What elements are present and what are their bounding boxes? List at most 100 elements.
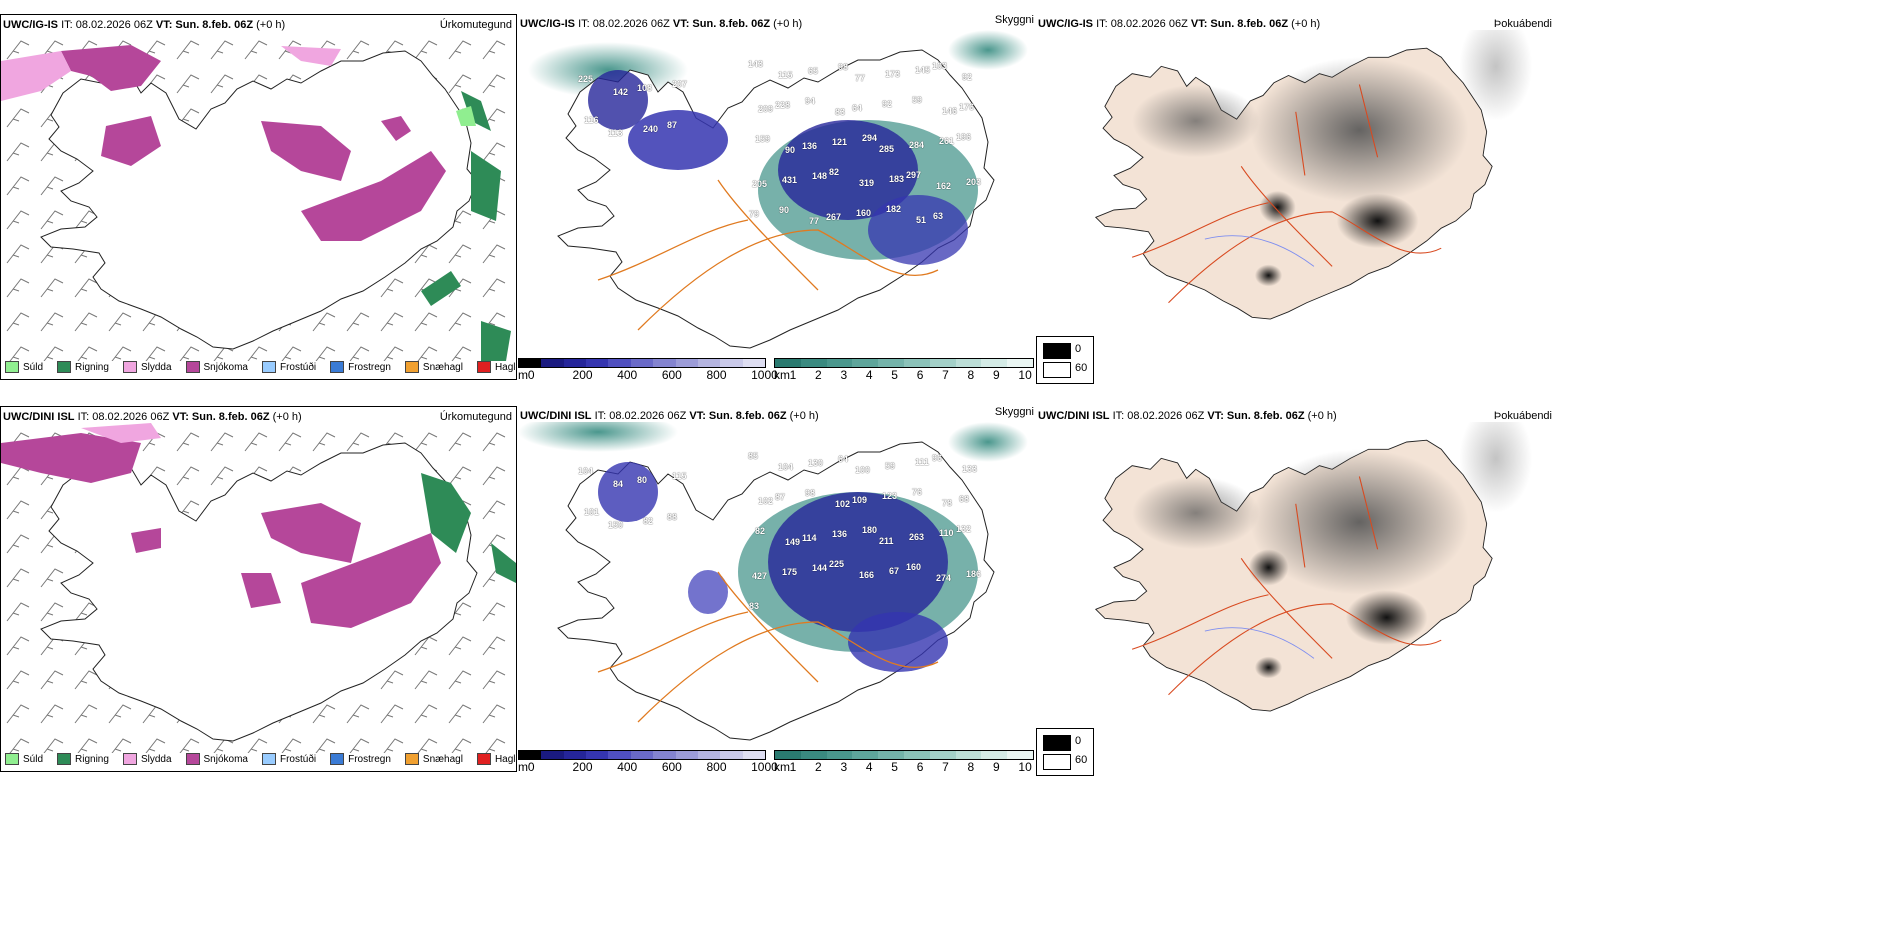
ceiling-label: 148 bbox=[812, 171, 828, 181]
ceiling-label: 121 bbox=[832, 137, 848, 147]
precip-type-map bbox=[1, 423, 516, 753]
ceiling-label: 116 bbox=[584, 115, 599, 125]
colorbar-swatch bbox=[826, 751, 853, 759]
colorbar-swatch bbox=[929, 751, 956, 759]
visibility-map bbox=[518, 422, 1028, 741]
legend-item: Frostúði bbox=[261, 361, 316, 373]
ceiling-label: 133 bbox=[962, 464, 978, 474]
colorbar-swatch bbox=[878, 359, 904, 367]
ceiling-label: 114 bbox=[802, 533, 817, 543]
ceiling-label: 162 bbox=[936, 181, 952, 191]
ceiling-label: 82 bbox=[643, 516, 654, 526]
ceiling-label: 130 bbox=[808, 458, 824, 468]
colorbar-tick: 9 bbox=[992, 760, 1000, 772]
ceiling-label: 64 bbox=[852, 103, 863, 113]
colorbar-tick: 6 bbox=[916, 368, 924, 380]
colorbar-tick: 400 bbox=[617, 368, 638, 380]
precip-type-panel-row2: UWC/DINI ISL IT: 08.02.2026 06Z VT: Sun.… bbox=[0, 406, 517, 772]
colorbar-tick: 3 bbox=[840, 760, 848, 772]
ceiling-label: 108 bbox=[637, 83, 653, 93]
colorbar-swatch bbox=[826, 359, 853, 367]
legend-item: Snæhagl bbox=[404, 753, 463, 765]
ceiling-label: 225 bbox=[829, 559, 845, 569]
ceiling-label: 186 bbox=[966, 569, 982, 579]
colorbar-tick: 2 bbox=[815, 760, 822, 772]
ceiling-label: 175 bbox=[782, 567, 798, 577]
colorbar-swatch bbox=[608, 751, 631, 759]
panel-variable-label: Þokuábendi bbox=[1493, 410, 1552, 422]
ceiling-label: 76 bbox=[912, 487, 923, 497]
ceiling-label: 113 bbox=[608, 128, 623, 138]
fog-panel-row2: UWC/DINI ISL IT: 08.02.2026 06Z VT: Sun.… bbox=[1036, 406, 1556, 726]
ceiling-label: 142 bbox=[613, 87, 629, 97]
colorbar-tick: 600 bbox=[661, 368, 682, 380]
colorbar-swatch bbox=[955, 359, 982, 367]
panel-title: UWC/IG-IS IT: 08.02.2026 06Z VT: Sun. 8.… bbox=[520, 18, 803, 30]
colorbar-swatch bbox=[675, 751, 698, 759]
ceiling-label: 183 bbox=[889, 174, 905, 184]
precip-type-legend: Súld Rigning Slydda Snjókoma Frostúði Fr… bbox=[5, 361, 516, 373]
colorbar-tick: 800 bbox=[706, 368, 727, 380]
ceiling-label: 136 bbox=[802, 141, 818, 151]
ceiling-label: 180 bbox=[862, 525, 878, 535]
panel-variable-label: Skyggni bbox=[994, 14, 1034, 26]
precip-type-panel-row1: UWC/IG-IS IT: 08.02.2026 06Z VT: Sun. 8.… bbox=[0, 14, 517, 380]
colorbar-swatch bbox=[981, 751, 1008, 759]
ceiling-label: 77 bbox=[809, 216, 820, 226]
ceiling-label: 196 bbox=[956, 132, 972, 142]
ceiling-label: 123 bbox=[882, 491, 898, 501]
colorbar-swatch bbox=[742, 359, 765, 367]
ceiling-label: 274 bbox=[936, 573, 952, 583]
ceiling-label: 225 bbox=[578, 74, 594, 84]
ceiling-label: 78 bbox=[942, 498, 953, 508]
colorbar-swatch bbox=[955, 751, 982, 759]
colorbar-swatch bbox=[541, 359, 564, 367]
ceiling-label: 173 bbox=[885, 69, 901, 79]
ceiling-label: 228 bbox=[775, 100, 791, 110]
ceiling-label: 82 bbox=[829, 167, 840, 177]
ceiling-label: 65 bbox=[808, 66, 819, 76]
legend-item: Haglél bbox=[476, 753, 516, 765]
ceiling-label: 143 bbox=[748, 59, 764, 69]
colorbar-tick: 3 bbox=[840, 368, 848, 380]
ceiling-label: 160 bbox=[906, 562, 922, 572]
ceiling-label: 115 bbox=[672, 471, 687, 481]
ceiling-label: 261 bbox=[939, 136, 955, 146]
ceiling-label: 284 bbox=[909, 140, 925, 150]
legend-item: Frostúði bbox=[261, 753, 316, 765]
colorbar-tick: 600 bbox=[661, 760, 682, 772]
fog-panel-row1: UWC/IG-IS IT: 08.02.2026 06Z VT: Sun. 8.… bbox=[1036, 14, 1556, 334]
colorbar-tick: 10 bbox=[1018, 760, 1032, 772]
ceiling-label: 67 bbox=[889, 566, 900, 576]
panel-title: UWC/DINI ISL IT: 08.02.2026 06Z VT: Sun.… bbox=[3, 411, 302, 423]
ceiling-unit: m bbox=[518, 760, 528, 772]
ceiling-label: 144 bbox=[812, 563, 828, 573]
ceiling-label: 87 bbox=[775, 492, 786, 502]
ceiling-label: 90 bbox=[785, 145, 796, 155]
ceiling-label: 115 bbox=[778, 70, 793, 80]
colorbar-swatch bbox=[586, 751, 609, 759]
fog-map bbox=[1095, 422, 1533, 712]
ceiling-label: 267 bbox=[826, 212, 842, 222]
colorbar-swatch bbox=[775, 751, 801, 759]
ceiling-label: 103 bbox=[932, 61, 948, 71]
ceiling-label: 240 bbox=[643, 124, 659, 134]
colorbar-swatch bbox=[586, 359, 609, 367]
colorbar-swatch bbox=[720, 359, 743, 367]
colorbar-swatch bbox=[742, 751, 765, 759]
colorbar-swatch bbox=[981, 359, 1008, 367]
ceiling-label: 90 bbox=[779, 205, 790, 215]
colorbar-tick: 7 bbox=[942, 760, 949, 772]
ceiling-label: 294 bbox=[862, 133, 878, 143]
colorbar-swatch bbox=[541, 751, 564, 759]
colorbar-swatch bbox=[519, 751, 542, 759]
ceiling-label: 80 bbox=[637, 475, 648, 485]
colorbar-tick: 10 bbox=[1018, 368, 1032, 380]
colorbar-swatch bbox=[697, 751, 721, 759]
colorbar-tick: 200 bbox=[572, 368, 593, 380]
ceiling-label: 100 bbox=[855, 465, 871, 475]
colorbar-swatch bbox=[563, 751, 587, 759]
colorbar-tick: 4 bbox=[865, 760, 873, 772]
ceiling-label: 132 bbox=[956, 524, 972, 534]
colorbar-tick: 400 bbox=[617, 760, 638, 772]
